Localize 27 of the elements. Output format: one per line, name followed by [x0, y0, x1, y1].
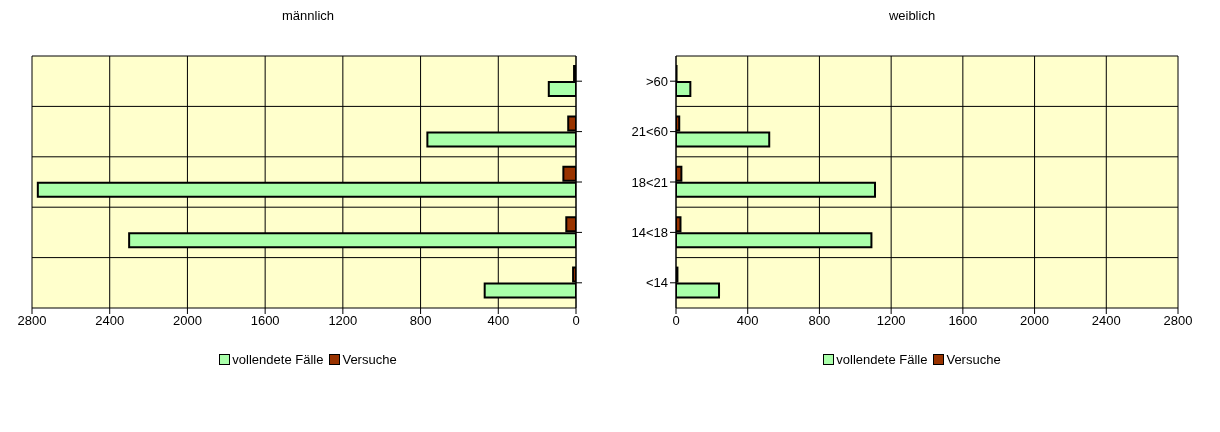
y-tick-label: <14: [645, 275, 668, 291]
x-tick-label: 2800: [1163, 313, 1193, 329]
x-tick-label: 1600: [250, 313, 280, 329]
legend-label: Versuche: [341, 352, 397, 367]
x-tick-label: 400: [487, 313, 510, 329]
legend-label: Versuche: [945, 352, 1001, 367]
chart-title: weiblich: [887, 8, 937, 25]
x-tick-label: 1600: [948, 313, 978, 329]
x-tick-label: 2000: [1020, 313, 1050, 329]
y-tick-label: 14<18: [631, 225, 668, 241]
x-tick-label: 0: [672, 313, 680, 329]
x-tick-label: 800: [409, 313, 432, 329]
x-tick-label: 2400: [1091, 313, 1121, 329]
x-tick-label: 1200: [328, 313, 358, 329]
legend-label: vollendete Fälle: [835, 352, 928, 367]
x-tick-label: 0: [572, 313, 580, 329]
x-tick-label: 1200: [876, 313, 906, 329]
x-tick-label: 2400: [95, 313, 125, 329]
y-tick-label: 18<21: [631, 174, 668, 190]
legend-label: vollendete Fälle: [231, 352, 324, 367]
x-tick-label: 2000: [172, 313, 202, 329]
chart-title: männlich: [281, 8, 335, 25]
y-tick-label: 21<60: [631, 124, 668, 140]
x-tick-label: 800: [808, 313, 831, 329]
x-tick-label: 400: [736, 313, 759, 329]
y-tick-label: >60: [645, 73, 668, 89]
x-tick-label: 2800: [17, 313, 47, 329]
